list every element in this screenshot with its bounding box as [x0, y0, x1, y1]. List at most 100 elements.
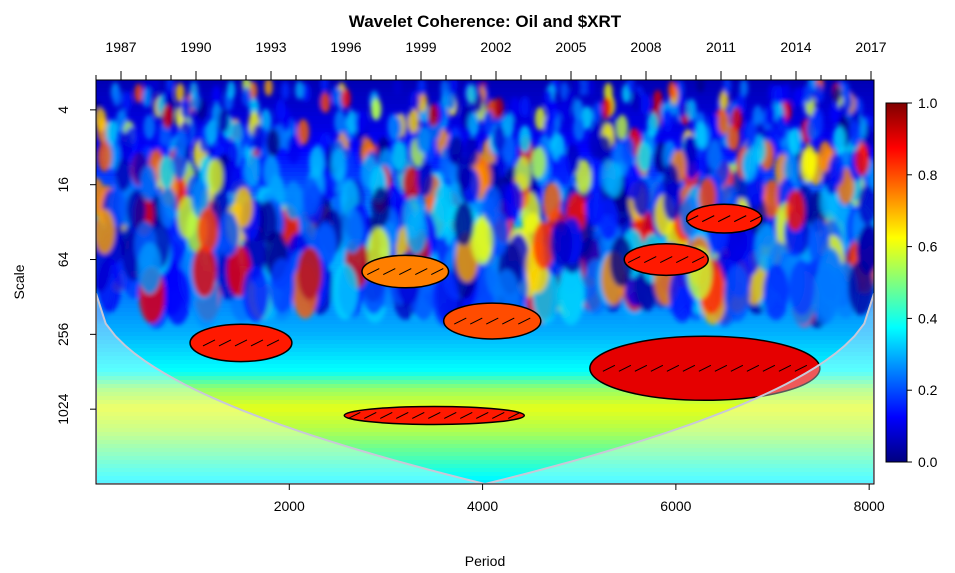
heat-blob: [575, 159, 592, 194]
heat-blob: [519, 96, 531, 118]
heat-blob: [785, 190, 805, 232]
phase-arrow: [380, 411, 393, 419]
cone-of-influence: [96, 293, 874, 484]
heat-blob: [417, 126, 431, 155]
phase-arrow: [364, 411, 377, 419]
x-axis-label: Period: [465, 553, 505, 569]
colorbar-tick-label: 0.6: [918, 239, 938, 255]
heat-blob: [848, 259, 874, 316]
heat-band: [96, 476, 874, 481]
phase-arrow: [502, 317, 515, 325]
heat-blob: [557, 268, 585, 326]
phase-arrow: [266, 339, 280, 347]
heat-band: [96, 400, 874, 405]
phase-arrow: [396, 411, 409, 419]
heat-blob: [832, 85, 842, 105]
heat-blob: [482, 185, 501, 226]
heat-band: [96, 364, 874, 369]
top-tick-label: 1987: [105, 39, 136, 55]
heat-blob: [677, 96, 688, 118]
x-tick-label: 4000: [467, 498, 498, 514]
heat-blob: [126, 189, 146, 231]
heat-band: [96, 428, 874, 433]
heat-band: [96, 352, 874, 357]
phase-arrow: [794, 364, 808, 372]
heat-blob: [707, 139, 722, 171]
phase-arrow: [444, 411, 457, 419]
heat-band: [96, 132, 874, 137]
heat-blob: [427, 103, 439, 127]
phase-arrow: [492, 411, 505, 419]
heat-blob: [244, 153, 260, 187]
phase-arrow: [218, 339, 232, 347]
heat-blob: [647, 112, 659, 138]
heat-blob: [387, 113, 400, 139]
heat-blob: [609, 236, 633, 287]
heatmap-texture: [96, 80, 874, 329]
heat-blob: [788, 127, 802, 156]
phase-arrow: [682, 364, 696, 372]
heat-blob: [723, 265, 751, 322]
heat-band: [96, 472, 874, 477]
heat-blob: [449, 80, 458, 94]
chart-title: Wavelet Coherence: Oil and $XRT: [349, 12, 622, 31]
heat-blob: [205, 119, 219, 146]
heat-blob: [573, 115, 586, 142]
phase-arrow: [634, 364, 648, 372]
heat-blob: [158, 187, 178, 228]
colorbar-tick-label: 0.4: [918, 310, 938, 326]
heat-blob: [502, 134, 517, 164]
top-year-axis: 1987 1990 1993 1996 1999 2002 2005 2008 2011 2014…: [95, 39, 887, 80]
heat-blob: [763, 264, 789, 321]
heat-blob: [471, 217, 493, 265]
heat-blob: [683, 134, 698, 165]
heat-blob: [370, 98, 382, 121]
heat-blob: [342, 208, 363, 254]
heat-blob: [719, 89, 729, 111]
top-tick-label: 2002: [480, 39, 511, 55]
phase-arrow: [518, 317, 531, 325]
heat-band: [96, 348, 874, 353]
heat-blob: [286, 133, 301, 164]
heat-blob: [597, 135, 612, 165]
heat-blob: [180, 98, 191, 120]
x-tick-label: 8000: [854, 498, 885, 514]
heat-band: [96, 452, 874, 457]
heat-band: [96, 388, 874, 393]
heat-blob: [330, 148, 347, 182]
phase-arrow: [714, 364, 728, 372]
heat-band: [96, 404, 874, 409]
phase-arrow: [675, 256, 689, 263]
heat-blob: [197, 208, 219, 253]
y-tick-label: 16: [55, 177, 71, 193]
phase-arrow: [730, 364, 744, 372]
colorbar-gradient: [885, 102, 908, 463]
heat-blob: [661, 108, 674, 133]
heat-blob: [550, 220, 573, 268]
y-axis: 4 16 64 256 1024: [55, 106, 96, 425]
heat-blob: [434, 182, 453, 223]
heat-blob: [406, 209, 427, 255]
top-tick-label: 1999: [405, 39, 436, 55]
heat-blob: [493, 97, 504, 120]
heat-band: [96, 468, 874, 473]
heat-blob: [137, 242, 162, 295]
heat-blob: [334, 109, 346, 135]
heat-blob: [234, 187, 253, 228]
heat-blob: [392, 140, 407, 172]
phase-arrow: [399, 268, 412, 276]
heat-band: [96, 456, 874, 461]
heat-blob: [573, 80, 583, 96]
heat-blob: [224, 159, 241, 194]
heat-blob: [105, 119, 119, 146]
heat-band: [96, 136, 874, 141]
heat-band: [96, 356, 874, 361]
heat-blob: [788, 260, 815, 316]
heat-band: [96, 444, 874, 449]
heat-blob: [532, 221, 555, 270]
heat-band: [96, 460, 874, 465]
colorbar-tick-label: 1.0: [918, 95, 938, 111]
phase-arrow: [460, 411, 473, 419]
top-tick-label: 2017: [855, 39, 886, 55]
heat-blob: [818, 247, 843, 301]
